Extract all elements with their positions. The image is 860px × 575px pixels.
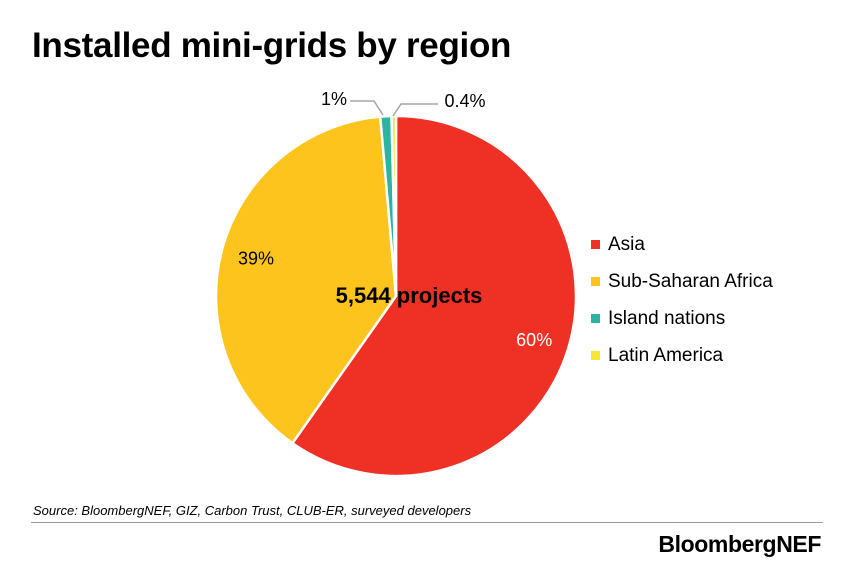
legend-item-asia: Asia	[591, 226, 773, 263]
legend-item-island-nations: Island nations	[591, 300, 773, 337]
pie-slice-asia	[290, 114, 578, 478]
legend-label-island-nations: Island nations	[608, 307, 726, 329]
data-label: 0.4%	[444, 91, 485, 111]
pie-slice-sub-saharan-africa	[214, 115, 398, 445]
chart-title: Installed mini-grids by region	[32, 26, 512, 65]
data-label: 60%	[516, 330, 552, 350]
legend-label-sub-saharan-africa: Sub-Saharan Africa	[608, 270, 773, 292]
data-label: 39%	[238, 248, 274, 268]
legend-label-asia: Asia	[608, 233, 645, 255]
pie-chart: 60% 39% 1% 0.4% 5,544 projects	[214, 89, 578, 478]
data-label: 1%	[321, 89, 347, 109]
legend-item-sub-saharan-africa: Sub-Saharan Africa	[591, 263, 773, 300]
legend-swatch-latin-america	[591, 351, 600, 360]
center-label: 5,544 projects	[336, 283, 483, 308]
legend: Asia Sub-Saharan Africa Island nations L…	[591, 226, 773, 374]
leader-line	[350, 100, 384, 116]
legend-swatch-island-nations	[591, 314, 600, 323]
legend-item-latin-america: Latin America	[591, 337, 773, 374]
leader-line	[392, 103, 438, 117]
brand-logo: BloombergNEF	[658, 531, 821, 557]
legend-label-latin-america: Latin America	[608, 344, 724, 366]
footer-divider	[31, 522, 823, 523]
legend-swatch-sub-saharan-africa	[591, 277, 600, 286]
source-note: Source: BloombergNEF, GIZ, Carbon Trust,…	[33, 503, 472, 518]
legend-swatch-asia	[591, 240, 600, 249]
